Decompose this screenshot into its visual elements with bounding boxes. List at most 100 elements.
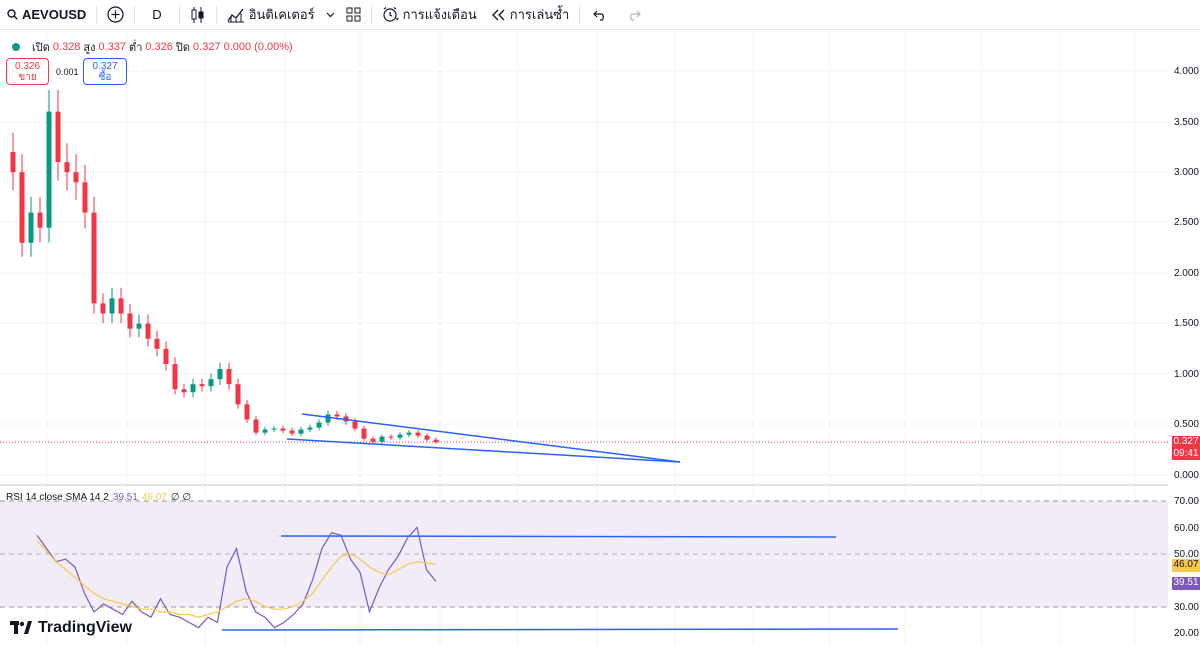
layouts-icon bbox=[346, 7, 361, 22]
candle-body bbox=[271, 428, 277, 430]
indicators-button[interactable]: อินดิเคเตอร์ bbox=[220, 0, 322, 30]
last-price-tag: 0.327 09:41 bbox=[1172, 436, 1200, 460]
candle-body bbox=[280, 428, 286, 431]
undo-button[interactable] bbox=[583, 0, 617, 30]
layouts-button[interactable] bbox=[339, 0, 368, 30]
sell-label: ขาย bbox=[18, 72, 37, 83]
chevron-down-icon bbox=[326, 12, 335, 17]
low-value: 0.326 bbox=[145, 41, 173, 53]
close-label: ปิด bbox=[175, 42, 191, 54]
candle-body bbox=[46, 111, 52, 228]
candles-icon bbox=[191, 6, 204, 23]
indicators-label: อินดิเคเตอร์ bbox=[248, 7, 315, 22]
rsi-legend-value: 39.51 bbox=[112, 492, 138, 503]
indicators-dropdown-button[interactable] bbox=[322, 0, 339, 30]
candle-body bbox=[226, 369, 232, 385]
price-tick: 1.500 bbox=[1173, 318, 1199, 329]
rsi-sma-tag: 46.07 bbox=[1172, 559, 1200, 572]
candle-body bbox=[118, 298, 124, 314]
candle-body bbox=[361, 428, 367, 439]
candle-body bbox=[334, 414, 340, 417]
alerts-button[interactable]: การแจ้งเตือน bbox=[375, 0, 484, 30]
bar-countdown: 09:41 bbox=[1173, 448, 1199, 459]
alert-clock-icon bbox=[383, 7, 399, 22]
price-tick: 1.000 bbox=[1173, 369, 1199, 380]
change-value: 0.000 (0.00%) bbox=[223, 41, 293, 53]
candle-body bbox=[64, 162, 70, 173]
candle-body bbox=[181, 389, 187, 393]
candle-body bbox=[19, 172, 25, 243]
rsi-resistance-trendline[interactable] bbox=[280, 535, 837, 538]
candle-body bbox=[262, 429, 268, 433]
rsi-legend-sma: 46.07 bbox=[141, 492, 167, 503]
add-symbol-button[interactable] bbox=[100, 0, 131, 30]
rsi-value-tag: 39.51 bbox=[1172, 577, 1200, 590]
candle-body bbox=[397, 434, 403, 438]
price-tick: 2.000 bbox=[1173, 268, 1199, 279]
top-toolbar: AEVOUSD D อินดิเคเตอร์ การแจ้งเตือน การเ… bbox=[0, 0, 1200, 30]
candle-body bbox=[208, 379, 214, 387]
tradingview-logo[interactable]: TradingView bbox=[10, 619, 132, 637]
sell-button[interactable]: 0.326 ขาย bbox=[6, 58, 49, 85]
rsi-tick: 50.00 bbox=[1173, 549, 1199, 560]
candle-body bbox=[370, 438, 376, 442]
candle-body bbox=[127, 313, 133, 329]
candle-body bbox=[217, 369, 223, 380]
symbol-label: AEVOUSD bbox=[22, 7, 87, 22]
candle-body bbox=[379, 436, 385, 442]
rsi-support-trendline[interactable] bbox=[221, 628, 899, 631]
toolbar-divider bbox=[96, 5, 98, 24]
search-icon bbox=[7, 9, 18, 20]
candle-body bbox=[136, 323, 142, 329]
candle-body bbox=[352, 421, 358, 429]
candle-body bbox=[10, 152, 16, 173]
toolbar-divider bbox=[134, 5, 136, 24]
candle-body bbox=[163, 348, 169, 364]
candle-body bbox=[145, 323, 151, 339]
brand-name: TradingView bbox=[38, 619, 132, 636]
toolbar-divider bbox=[579, 5, 581, 24]
indicators-icon bbox=[227, 8, 244, 22]
chart-canvas[interactable] bbox=[0, 30, 1200, 645]
interval-button[interactable]: D bbox=[138, 0, 175, 30]
candle-body bbox=[190, 384, 196, 393]
high-value: 0.337 bbox=[98, 41, 127, 53]
rsi-tick: 30.00 bbox=[1173, 602, 1199, 613]
wedge-upper-trendline[interactable] bbox=[301, 413, 681, 463]
high-label: สูง bbox=[83, 42, 96, 54]
wedge-lower-trendline[interactable] bbox=[286, 438, 681, 463]
candle-body bbox=[298, 429, 304, 434]
replay-button[interactable]: การเล่นซ้ำ bbox=[484, 0, 577, 30]
sell-price: 0.326 bbox=[14, 61, 41, 72]
rsi-tick: 20.00 bbox=[1173, 628, 1199, 639]
candle-body bbox=[388, 436, 394, 438]
candle-body bbox=[55, 111, 61, 163]
candle-body bbox=[73, 172, 79, 183]
chart-type-button[interactable] bbox=[183, 0, 213, 30]
candle-body bbox=[424, 435, 430, 440]
market-status-icon[interactable] bbox=[12, 43, 20, 51]
redo-icon bbox=[630, 10, 642, 21]
candle-body bbox=[199, 384, 205, 387]
spread-value: 0.001 bbox=[56, 67, 79, 77]
candle-body bbox=[244, 404, 250, 420]
price-tick: 4.000 bbox=[1173, 66, 1199, 77]
toolbar-divider bbox=[215, 5, 217, 24]
candle-body bbox=[100, 303, 106, 314]
candle-body bbox=[235, 384, 241, 405]
symbol-search-button[interactable]: AEVOUSD bbox=[0, 0, 93, 30]
buy-label: ซื้อ bbox=[98, 72, 112, 83]
buy-button[interactable]: 0.327 ซื้อ bbox=[83, 58, 127, 85]
rsi-legend[interactable]: RSI 14 close SMA 14 2 39.51 46.07 ∅ ∅ bbox=[6, 492, 191, 503]
candle-body bbox=[109, 298, 115, 314]
rsi-sma-line bbox=[36, 540, 437, 618]
candle-body bbox=[289, 430, 295, 434]
rsi-legend-extra: ∅ ∅ bbox=[170, 492, 192, 503]
price-tick: 0.500 bbox=[1173, 419, 1199, 430]
price-axis[interactable] bbox=[1168, 30, 1200, 645]
redo-button[interactable] bbox=[617, 0, 651, 30]
buy-price: 0.327 bbox=[92, 61, 118, 72]
candle-body bbox=[307, 427, 313, 430]
toolbar-divider bbox=[178, 5, 180, 24]
candle-body bbox=[415, 432, 421, 436]
